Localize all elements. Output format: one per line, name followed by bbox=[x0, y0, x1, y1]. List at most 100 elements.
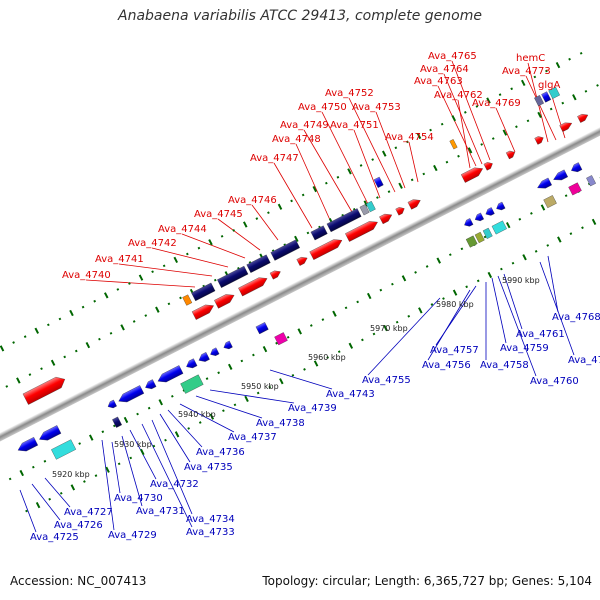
leader-lines bbox=[19, 60, 575, 533]
gene-label-forward: Ava_4745 bbox=[194, 209, 243, 220]
reverse-gene bbox=[210, 347, 220, 356]
reverse-feature bbox=[180, 374, 204, 394]
tick-mark bbox=[208, 239, 213, 246]
tick-mark bbox=[74, 349, 78, 353]
tick-mark bbox=[530, 212, 533, 215]
tick-mark bbox=[205, 377, 209, 380]
forward-gene bbox=[296, 257, 308, 266]
tick-mark bbox=[545, 69, 548, 73]
tick-mark bbox=[217, 371, 220, 375]
tick-mark bbox=[332, 310, 337, 317]
tick-mark bbox=[63, 355, 67, 359]
forward-gene bbox=[407, 199, 421, 210]
reverse-gene bbox=[145, 379, 157, 390]
gene-label-reverse: Ava_4761 bbox=[516, 329, 565, 340]
forward-gene bbox=[395, 207, 405, 216]
scale-label: 5980 kbp bbox=[436, 300, 474, 309]
tick-mark bbox=[0, 345, 5, 352]
tick-mark bbox=[452, 289, 458, 296]
tick-mark bbox=[406, 140, 409, 144]
tick-mark bbox=[381, 150, 387, 157]
tick-mark bbox=[430, 303, 434, 306]
scale-label: 5940 kbp bbox=[178, 410, 216, 419]
tick-mark bbox=[460, 247, 464, 251]
leader-line bbox=[121, 435, 143, 507]
tick-mark bbox=[569, 232, 573, 235]
tick-mark bbox=[581, 226, 584, 230]
tick-mark bbox=[117, 462, 121, 466]
tick-mark bbox=[442, 297, 445, 300]
forward-gene bbox=[577, 114, 589, 123]
tick-mark bbox=[486, 97, 491, 104]
tick-mark bbox=[138, 274, 144, 281]
leader-line bbox=[181, 233, 246, 259]
tick-mark bbox=[220, 234, 224, 238]
tick-mark bbox=[85, 341, 91, 349]
tick-mark bbox=[391, 282, 394, 286]
scale-label: 5960 kbp bbox=[308, 353, 346, 362]
tick-mark bbox=[498, 93, 502, 96]
tick-mark bbox=[109, 331, 113, 335]
tick-mark bbox=[294, 235, 299, 242]
gene-label-reverse: Ava_4736 bbox=[196, 447, 245, 458]
forward-feature bbox=[191, 282, 216, 302]
tick-mark bbox=[418, 307, 423, 314]
tick-mark bbox=[394, 146, 398, 150]
reverse-gene bbox=[553, 169, 568, 181]
gene-label-forward: Ava_4748 bbox=[272, 134, 321, 145]
tick-mark bbox=[59, 491, 63, 495]
gene-label-forward: Ava_4747 bbox=[250, 153, 299, 164]
tick-mark bbox=[93, 299, 97, 303]
tick-mark bbox=[123, 416, 129, 424]
forward-gene bbox=[214, 294, 235, 309]
gene-label-forward: Ava_4740 bbox=[62, 270, 111, 281]
gene-label-reverse: Ava_4726 bbox=[54, 520, 103, 531]
gene-label-reverse: Ava_4756 bbox=[422, 360, 471, 371]
tick-mark bbox=[116, 288, 120, 291]
tick-mark bbox=[232, 229, 236, 232]
leader-line bbox=[547, 255, 559, 313]
gene-label-reverse: Ava_4727 bbox=[64, 507, 113, 518]
gene-label-reverse: Ava_4731 bbox=[136, 506, 185, 517]
gene-label-reverse: Ava_4766 bbox=[568, 355, 600, 366]
gene-label-reverse: Ava_4738 bbox=[256, 418, 305, 429]
tick-mark bbox=[268, 385, 272, 389]
reverse-feature bbox=[112, 416, 122, 428]
tick-mark bbox=[286, 335, 290, 339]
tick-mark bbox=[255, 217, 259, 220]
forward-gene bbox=[379, 213, 393, 225]
tick-mark bbox=[480, 143, 484, 146]
tick-mark bbox=[510, 87, 514, 91]
tick-mark bbox=[344, 306, 348, 310]
forward-feature bbox=[534, 95, 544, 107]
leader-line bbox=[179, 403, 235, 433]
tick-mark bbox=[240, 359, 244, 363]
forward-gene bbox=[559, 122, 573, 132]
tick-mark bbox=[144, 314, 148, 317]
reverse-gene bbox=[17, 436, 39, 452]
tick-mark bbox=[132, 320, 136, 323]
gene-label-forward: Ava_4746 bbox=[228, 195, 277, 206]
tick-mark bbox=[128, 282, 131, 285]
tick-mark bbox=[387, 190, 391, 193]
tick-mark bbox=[105, 466, 110, 473]
gene-label-forward: Ava_4741 bbox=[95, 254, 144, 265]
tick-mark bbox=[179, 296, 182, 300]
tick-mark bbox=[407, 314, 411, 318]
leader-line bbox=[44, 477, 71, 508]
tick-mark bbox=[256, 391, 260, 395]
leader-line bbox=[19, 489, 37, 533]
tick-mark bbox=[309, 324, 313, 327]
tick-mark bbox=[164, 438, 167, 442]
tick-mark bbox=[25, 509, 28, 513]
tick-mark bbox=[34, 327, 40, 334]
tick-mark bbox=[336, 175, 340, 179]
reverse-feature bbox=[568, 182, 582, 196]
tick-mark bbox=[70, 484, 76, 491]
reverse-feature bbox=[482, 227, 493, 239]
tick-mark bbox=[440, 122, 444, 126]
reverse-gene bbox=[39, 425, 62, 441]
reverse-feature bbox=[543, 195, 557, 209]
tick-mark bbox=[129, 456, 133, 460]
